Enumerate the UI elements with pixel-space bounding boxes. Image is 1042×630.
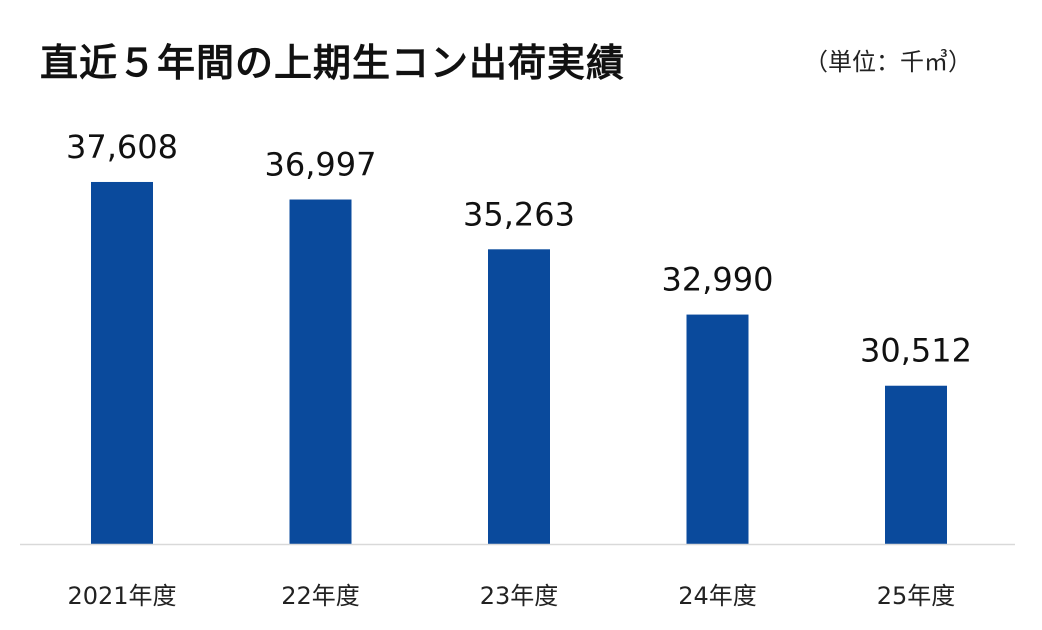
bar-5 (885, 385, 947, 544)
unit-note: （単位：千㎥） (804, 48, 972, 76)
category-label-3: 23年度 (480, 582, 559, 610)
bars-group (91, 181, 947, 545)
data-label-2: 36,997 (265, 146, 377, 184)
value-labels-group: 37,608 36,997 35,263 32,990 30,512 (66, 128, 972, 370)
bar-2 (289, 199, 352, 544)
category-label-2: 22年度 (281, 582, 360, 610)
bar-3 (488, 249, 550, 544)
category-label-4: 24年度 (678, 582, 757, 610)
chart-title: 直近５年間の上期生コン出荷実績 (40, 41, 626, 85)
category-labels-group: 2021年度 22年度 23年度 24年度 25年度 (67, 582, 955, 610)
data-label-3: 35,263 (463, 195, 575, 233)
data-label-5: 30,512 (860, 332, 972, 370)
bar-4 (686, 314, 749, 544)
bar-1 (91, 181, 153, 545)
data-label-4: 32,990 (662, 261, 774, 299)
data-label-1: 37,608 (66, 128, 178, 166)
category-label-1: 2021年度 (67, 582, 176, 610)
category-label-5: 25年度 (877, 582, 956, 610)
